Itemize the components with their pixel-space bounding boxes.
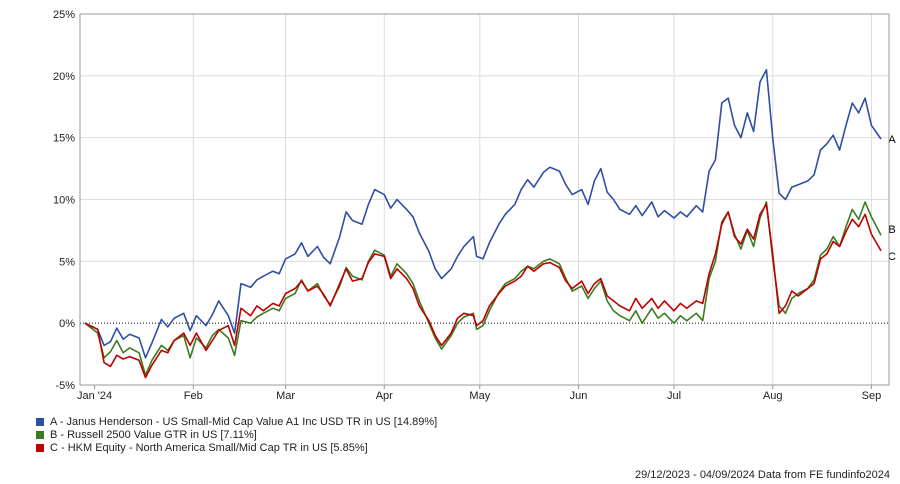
end-label-b: B [888, 224, 895, 236]
x-tick-label: Mar [276, 390, 295, 402]
x-tick-label: Jan '24 [77, 390, 112, 402]
series-line-b [84, 201, 882, 376]
series-line-c [84, 203, 882, 379]
x-tick-label: Sep [862, 390, 882, 402]
y-axis-ticks: 25% 20% 15% 10% 5% 0% -5% [53, 9, 75, 392]
source-footer: 29/12/2023 - 04/09/2024 Data from FE fun… [634, 469, 890, 481]
legend-entry-a: A - Janus Henderson - US Small-Mid Cap V… [36, 415, 437, 428]
x-tick-label: May [469, 390, 490, 402]
legend-label-c: C - HKM Equity - North America Small/Mid… [50, 441, 368, 454]
legend-entry-c: C - HKM Equity - North America Small/Mid… [36, 441, 437, 454]
y-tick-label: 0% [59, 318, 75, 330]
legend-entry-b: B - Russell 2500 Value GTR in US [7.11%] [36, 428, 437, 441]
legend-swatch-b [36, 430, 44, 439]
series-end-labels: A B C [888, 134, 896, 263]
y-tick-label: 5% [59, 256, 75, 268]
end-label-c: C [888, 251, 896, 263]
end-label-a: A [888, 134, 896, 146]
x-tick-label: Apr [376, 390, 393, 402]
x-tick-label: Jun [570, 390, 588, 402]
plot-frame [79, 13, 890, 386]
y-tick-label: -5% [55, 380, 75, 392]
legend: A - Janus Henderson - US Small-Mid Cap V… [36, 415, 437, 454]
x-tick-label: Aug [763, 390, 783, 402]
legend-swatch-c [36, 443, 44, 452]
grid-lines [80, 14, 889, 385]
y-tick-label: 25% [53, 9, 75, 21]
series-line-a [84, 68, 882, 359]
y-tick-label: 10% [53, 195, 75, 207]
x-tick-label: Jul [667, 390, 681, 402]
y-tick-label: 15% [53, 133, 75, 145]
x-axis-ticks: Jan '24 Feb Mar Apr May Jun Jul Aug Sep [77, 385, 881, 402]
legend-swatch-a [36, 417, 44, 426]
line-chart: 25%20%15%10%5%0%-5% Jan '24 Feb Mar Apr May J… [53, 9, 896, 402]
legend-label-a: A - Janus Henderson - US Small-Mid Cap V… [50, 415, 438, 428]
y-tick-label: 20% [53, 71, 75, 83]
x-tick-label: Feb [184, 390, 203, 402]
legend-label-b: B - Russell 2500 Value GTR in US [7.11%] [50, 428, 257, 441]
series-lines [84, 68, 882, 379]
